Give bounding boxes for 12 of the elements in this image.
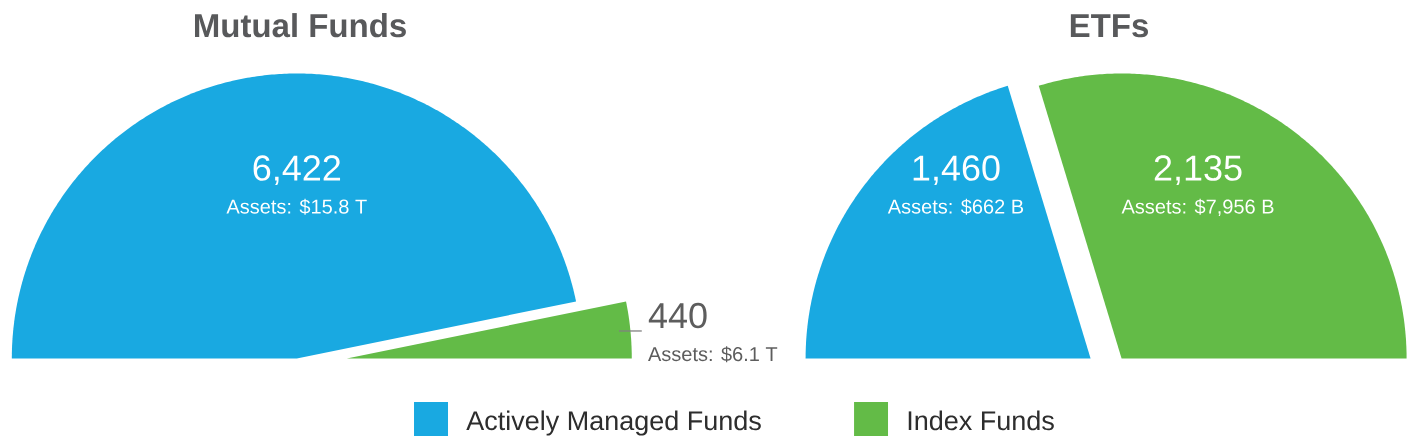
text: Assets: $662 B: [887, 198, 1024, 215]
data-label: 6,422: [253, 155, 341, 186]
chart-title: Mutual Funds: [195, 13, 406, 38]
legend-label: Actively Managed Funds: [466, 410, 761, 436]
data-label: 2,135: [1154, 155, 1242, 186]
data-label: 1,460: [913, 155, 1000, 186]
data-label: 440: [648, 302, 707, 329]
text: Assets: $15.8 T: [226, 198, 367, 215]
chart-title: ETFs: [1070, 14, 1148, 38]
legend-label: Index Funds: [908, 410, 1054, 431]
text: Assets: $7,956 B: [1121, 198, 1274, 217]
text: Assets: $6.1 T: [648, 346, 778, 363]
